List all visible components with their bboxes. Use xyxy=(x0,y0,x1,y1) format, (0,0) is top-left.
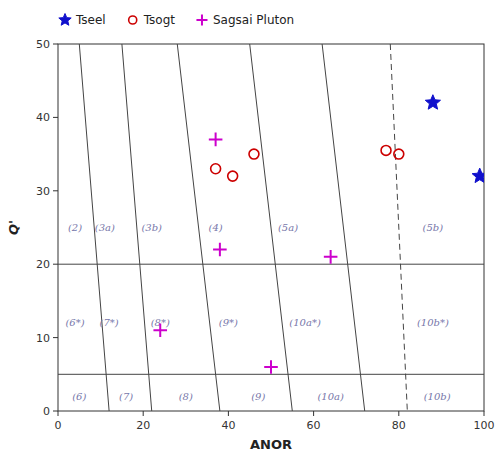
y-tick xyxy=(53,117,58,118)
x-axis-label: ANOR xyxy=(250,437,292,452)
point xyxy=(213,243,227,257)
region-label: (7*) xyxy=(100,317,119,328)
y-tick xyxy=(53,337,58,338)
x-tick-label: 20 xyxy=(136,419,150,432)
point xyxy=(324,250,338,264)
y-tick-label: 50 xyxy=(36,38,50,51)
region-label: (2) xyxy=(68,222,82,233)
legend-marker xyxy=(59,14,71,26)
region-label: (6) xyxy=(72,391,86,402)
point xyxy=(211,164,221,174)
legend-marker xyxy=(196,14,207,25)
boundary-line xyxy=(322,44,365,411)
x-tick-label: 60 xyxy=(307,419,321,432)
y-tick xyxy=(53,264,58,265)
legend-label: Sagsai Pluton xyxy=(213,13,294,27)
region-label: (3b) xyxy=(141,222,162,233)
region-label: (5b) xyxy=(423,222,444,233)
x-tick xyxy=(484,411,485,416)
legend-marker xyxy=(129,16,137,24)
region-label: (9) xyxy=(251,391,265,402)
region-label: (6*) xyxy=(65,317,84,328)
region-label: (4) xyxy=(209,222,223,233)
point xyxy=(209,133,223,147)
x-tick xyxy=(58,411,59,416)
point xyxy=(472,168,484,182)
x-tick xyxy=(228,411,229,416)
x-tick-label: 100 xyxy=(474,419,495,432)
y-tick xyxy=(53,44,58,45)
boundary-line xyxy=(390,44,407,411)
y-tick-label: 20 xyxy=(36,258,50,271)
region-label: (10a*) xyxy=(289,317,321,328)
reference-line xyxy=(58,264,484,265)
region-label: (10a) xyxy=(317,391,344,402)
plot-frame xyxy=(58,44,484,411)
y-tick-label: 30 xyxy=(36,185,50,198)
point xyxy=(153,323,167,337)
points xyxy=(153,95,484,374)
x-tick-label: 80 xyxy=(392,419,406,432)
region-label: (5a) xyxy=(278,222,298,233)
region-label: (10b*) xyxy=(417,317,449,328)
point xyxy=(249,149,259,159)
point xyxy=(228,171,238,181)
reference-line xyxy=(58,374,484,375)
point xyxy=(381,145,391,155)
y-tick xyxy=(53,190,58,191)
x-tick xyxy=(313,411,314,416)
x-tick-label: 40 xyxy=(221,419,235,432)
legend: Tseel Tsogt Sagsai Pluton xyxy=(59,13,294,27)
region-label: (7) xyxy=(119,391,133,402)
point xyxy=(264,360,278,374)
plot-area xyxy=(58,44,484,411)
region-label: (8) xyxy=(179,391,193,402)
region-label: (9*) xyxy=(219,317,238,328)
y-tick-label: 10 xyxy=(36,332,50,345)
y-tick-label: 0 xyxy=(43,405,50,418)
chart: 0 20 40 60 80 100 0 10 20 30 40 50 ANOR Q' (2) (3a) (3b)… xyxy=(0,0,500,461)
legend-label: Tsogt xyxy=(143,13,176,27)
region-label: (10b) xyxy=(424,391,451,402)
region-label: (3a) xyxy=(95,222,115,233)
legend-label: Tseel xyxy=(75,13,106,27)
x-tick-label: 0 xyxy=(55,419,62,432)
y-tick-label: 40 xyxy=(36,111,50,124)
y-axis-label: Q' xyxy=(6,220,21,235)
point xyxy=(394,149,404,159)
y-tick xyxy=(53,411,58,412)
x-tick xyxy=(398,411,399,416)
point xyxy=(425,95,440,109)
x-tick xyxy=(143,411,144,416)
